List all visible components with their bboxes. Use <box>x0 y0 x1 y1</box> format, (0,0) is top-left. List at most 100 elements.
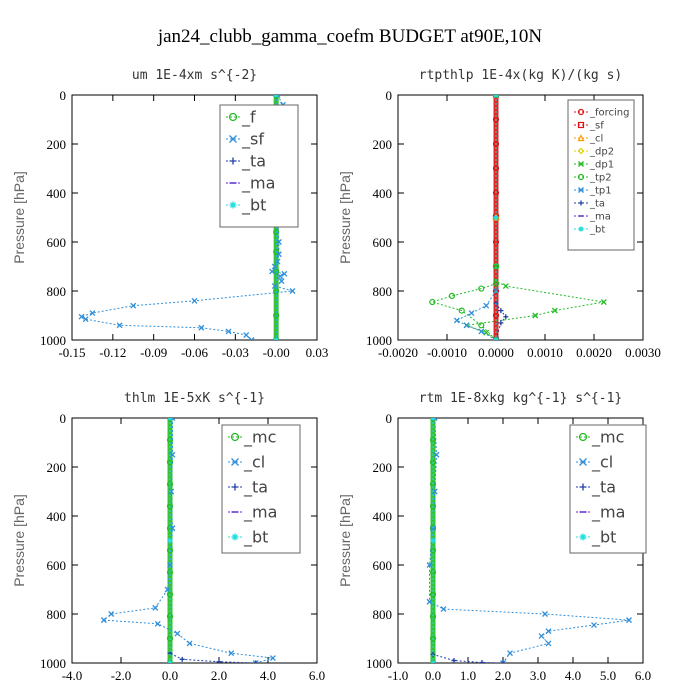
data-point <box>253 660 259 663</box>
chart-panel-1: um 1E-4xm s^{-2} Pressure [hPa] -0.15 -0.12… <box>11 68 328 360</box>
data-point <box>243 332 250 339</box>
data-point <box>167 418 173 421</box>
legend-entry: _cl <box>591 453 613 473</box>
y-tick-label: 600 <box>373 558 393 573</box>
x-tick-label: 6.0 <box>309 668 325 683</box>
data-point <box>430 525 436 532</box>
x-tick-label: 2.0 <box>495 668 511 683</box>
data-point <box>545 640 552 647</box>
data-point <box>191 297 198 304</box>
y-tick-label: 800 <box>47 607 67 622</box>
x-tick-label: -0.12 <box>99 345 126 360</box>
data-point <box>228 650 235 657</box>
x-tick-label: -0.0020 <box>378 345 418 360</box>
plot-frame <box>71 417 318 664</box>
series-layer <box>429 95 607 340</box>
data-point <box>198 324 205 331</box>
legend-entry: _cl <box>243 453 265 473</box>
y-tick-label: 200 <box>373 137 393 152</box>
data-point <box>500 660 506 663</box>
legend-entry: _bt <box>591 528 616 548</box>
legend-marker <box>231 533 239 541</box>
data-point <box>430 418 436 421</box>
data-point <box>542 611 548 617</box>
series-line <box>432 418 504 663</box>
data-point <box>626 617 632 624</box>
panel-title: thlm 1E-5xK s^{-1} <box>124 391 265 406</box>
legend-entry: _bt <box>243 528 268 548</box>
legend-marker <box>577 108 585 116</box>
legend-entry: _tp1 <box>589 186 612 197</box>
legend-marker <box>229 157 237 165</box>
data-point <box>273 95 279 98</box>
legend-marker <box>577 134 585 142</box>
data-point <box>154 620 161 627</box>
legend-marker <box>230 432 240 442</box>
x-tick-label: -0.15 <box>58 345 85 360</box>
panels: um 1E-4xm s^{-2} Pressure [hPa] -0.15 -0.12… <box>11 68 661 683</box>
data-point <box>502 283 509 290</box>
figure-title: jan24_clubb_gamma_coefm BUDGET at90E,10N <box>157 26 543 47</box>
y-tick-label: 1000 <box>40 656 66 671</box>
x-tick-label: -0.03 <box>222 345 249 360</box>
y-axis-label: Pressure [hPa] <box>337 171 353 264</box>
y-tick-label: 400 <box>373 186 393 201</box>
data-point <box>277 273 284 280</box>
legend-marker <box>231 458 239 466</box>
chart-panel-4: rtm 1E-8xkg kg^{-1} s^{-1} Pressure [hPa]… <box>337 391 651 683</box>
chart-panel-3: thlm 1E-5xK s^{-1} Pressure [hPa] -4.0 -2.0… <box>11 391 325 683</box>
data-point <box>168 488 175 495</box>
data-point <box>248 337 255 340</box>
x-tick-label: -4.0 <box>62 668 83 683</box>
data-point <box>429 298 436 306</box>
legend-entry: _sf <box>589 121 604 132</box>
data-point <box>269 268 276 275</box>
data-point <box>492 140 500 148</box>
y-tick-label: 0 <box>60 88 67 103</box>
legend-entry: _ta <box>591 478 616 498</box>
data-point <box>89 310 96 317</box>
y-tick-label: 600 <box>47 558 67 573</box>
data-point <box>463 322 470 329</box>
data-point <box>440 606 447 613</box>
legend-marker <box>578 200 584 206</box>
y-axis-label: Pressure [hPa] <box>337 494 353 587</box>
legend-marker <box>579 483 587 491</box>
legend: _mc _cl _ta _ma _bt <box>569 424 647 554</box>
data-point <box>479 660 485 663</box>
data-point <box>82 316 89 323</box>
data-point <box>500 660 506 663</box>
data-point <box>493 95 499 98</box>
legend-marker <box>579 458 587 466</box>
y-tick-label: 200 <box>47 460 67 475</box>
data-point <box>225 328 232 335</box>
data-point <box>426 562 433 568</box>
legend-entry: _bt <box>241 196 266 216</box>
data-point <box>600 299 607 305</box>
y-tick-label: 200 <box>47 137 67 152</box>
data-point <box>169 525 176 532</box>
data-point <box>252 660 259 663</box>
y-axis-label: Pressure [hPa] <box>11 494 27 587</box>
y-tick-label: 0 <box>386 88 393 103</box>
data-point <box>430 538 436 543</box>
series-layer <box>100 418 276 663</box>
x-tick-label: 4.0 <box>565 668 581 683</box>
data-point <box>458 307 465 314</box>
series-layer <box>426 418 632 663</box>
data-point <box>186 640 193 647</box>
legend-marker <box>578 226 584 232</box>
chart-panel-2: rtpthlp 1E-4x(kg K)/(kg s) Pressure [hPa]… <box>337 68 661 360</box>
x-tick-label: -2.0 <box>111 668 132 683</box>
legend-entry: _f <box>241 108 256 128</box>
data-point <box>179 656 185 662</box>
legend-marker <box>229 201 237 209</box>
plot-frame <box>397 94 644 341</box>
legend-marker <box>579 533 587 541</box>
legend-marker <box>577 121 585 129</box>
y-tick-label: 800 <box>47 284 67 299</box>
y-tick-label: 400 <box>373 509 393 524</box>
x-tick-label: 2.0 <box>211 668 227 683</box>
x-tick-label: 5.0 <box>600 668 616 683</box>
data-point <box>273 248 280 255</box>
